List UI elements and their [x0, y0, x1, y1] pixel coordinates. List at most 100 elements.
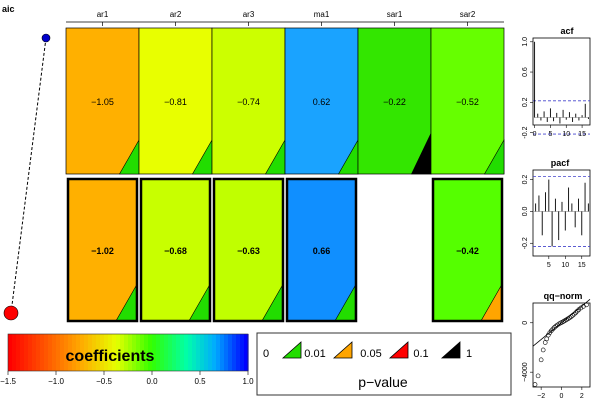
- coef-cell-selected: [139, 177, 212, 323]
- colorbar-swatch: [100, 334, 105, 371]
- pacf-title: pacf: [551, 158, 571, 168]
- colorbar-swatch: [44, 334, 49, 371]
- coef-value-label: −1.05: [91, 97, 114, 107]
- colorbar-swatch: [88, 334, 93, 371]
- colorbar-swatch: [40, 334, 45, 371]
- qq-reference-line: [532, 298, 591, 347]
- qq-point: [573, 310, 579, 315]
- p-value-break-label: 0.05: [360, 348, 381, 360]
- colorbar-swatch: [196, 334, 201, 371]
- coef-value-label: −0.81: [164, 97, 187, 107]
- coef-cell-selected: [66, 177, 139, 323]
- colorbar-swatch: [60, 334, 65, 371]
- aic-point-model-1: [41, 33, 51, 43]
- colorbar-swatch: [176, 334, 181, 371]
- colorbar-swatch: [168, 334, 173, 371]
- pacf-panel: pacf 5 10 15 -0.2 0.0 0.2: [522, 158, 591, 269]
- colorbar-swatch: [240, 334, 245, 371]
- coef-value-label: 0.66: [313, 246, 331, 256]
- p-value-break-label: 0.01: [304, 348, 325, 360]
- plot-frame: [532, 169, 591, 257]
- colorbar-swatch: [56, 334, 61, 371]
- plot-frame: [532, 37, 591, 126]
- coef-value-label: 0.62: [313, 97, 331, 107]
- colorbar-swatch: [152, 334, 157, 371]
- qq-point: [538, 357, 544, 363]
- column-label-ar1: ar1: [97, 10, 109, 19]
- coef-value-label: −0.22: [383, 97, 406, 107]
- p-value-triangle: [483, 138, 505, 175]
- x-tick-label: 0: [533, 131, 537, 138]
- column-label-sar2: sar2: [460, 10, 476, 19]
- p-value-title: p−value: [358, 374, 408, 390]
- column-label-sar1: sar1: [387, 10, 403, 19]
- qq-norm-title: qq−norm: [544, 291, 583, 301]
- x-tick-label: 0: [560, 393, 564, 400]
- aic-panel: aic: [2, 4, 51, 321]
- colorbar-swatch: [224, 334, 229, 371]
- y-tick-label: -0.2: [522, 237, 529, 249]
- colorbar-tick-label: 0.0: [146, 377, 158, 386]
- qq-point: [540, 347, 546, 353]
- qq-point: [545, 332, 551, 338]
- colorbar-swatch: [156, 334, 161, 371]
- colorbar-swatch: [108, 334, 113, 371]
- y-tick-label: 0.0: [522, 206, 529, 216]
- qq-point: [570, 313, 575, 318]
- colorbar-swatch: [28, 334, 33, 371]
- qq-norm-panel: qq−norm −2 0 2 −4000 0: [522, 291, 591, 400]
- qq-point: [578, 305, 584, 311]
- colorbar-swatch: [20, 334, 25, 371]
- colorbar-swatch: [116, 334, 121, 371]
- y-tick-label: 0.2: [522, 97, 529, 107]
- x-tick-label: 5: [548, 131, 552, 138]
- p-value-triangle: [115, 284, 137, 321]
- colorbar-swatch: [192, 334, 197, 371]
- coef-value-label: −0.52: [456, 97, 479, 107]
- colorbar-swatch: [104, 334, 109, 371]
- p-value-swatch: [281, 341, 302, 359]
- qq-point: [568, 314, 574, 319]
- colorbar-tick-label: −1.0: [48, 377, 64, 386]
- colorbar: −1.5 −1.0 −0.5 0.0 0.5 1.0 coefficients: [0, 333, 254, 386]
- x-tick-label: 5: [547, 262, 551, 269]
- coef-cell: [138, 27, 213, 175]
- colorbar-swatch: [76, 334, 81, 371]
- colorbar-swatch: [52, 334, 57, 371]
- colorbar-swatch: [232, 334, 237, 371]
- p-value-break-label: 0: [263, 348, 269, 360]
- y-tick-label: −4000: [522, 362, 529, 382]
- aic-point-model-2: [3, 305, 19, 321]
- colorbar-swatch: [64, 334, 69, 371]
- p-value-swatch: [332, 341, 353, 359]
- x-tick-label: −2: [537, 393, 545, 400]
- colorbar-swatch: [128, 334, 133, 371]
- qq-point: [542, 340, 548, 345]
- x-tick-label: 2: [580, 393, 584, 400]
- p-value-triangle: [188, 284, 210, 321]
- x-tick-label: 10: [562, 131, 570, 138]
- coef-value-label: −1.02: [91, 246, 114, 256]
- plot-frame: [532, 302, 591, 388]
- p-value-triangle: [261, 284, 283, 321]
- column-label-ar3: ar3: [243, 10, 255, 19]
- p-value-swatch: [388, 341, 409, 359]
- colorbar-swatch: [148, 334, 153, 371]
- colorbar-tick-label: 0.5: [194, 377, 206, 386]
- colorbar-tick-label: 1.0: [242, 377, 254, 386]
- coef-value-label: −0.68: [164, 246, 187, 256]
- colorbar-swatch: [36, 334, 41, 371]
- qq-point: [584, 302, 589, 308]
- qq-point: [567, 315, 572, 321]
- colorbar-swatch: [80, 334, 85, 371]
- colorbar-swatch: [92, 334, 97, 371]
- qq-point: [532, 382, 538, 387]
- colorbar-swatch: [184, 334, 189, 371]
- p-value-triangle: [334, 284, 356, 321]
- qq-point: [552, 325, 557, 330]
- colorbar-swatch: [212, 334, 217, 371]
- coef-cell-selected: [285, 177, 358, 323]
- y-tick-label: 0.2: [522, 175, 529, 185]
- acf-title: acf: [560, 26, 574, 36]
